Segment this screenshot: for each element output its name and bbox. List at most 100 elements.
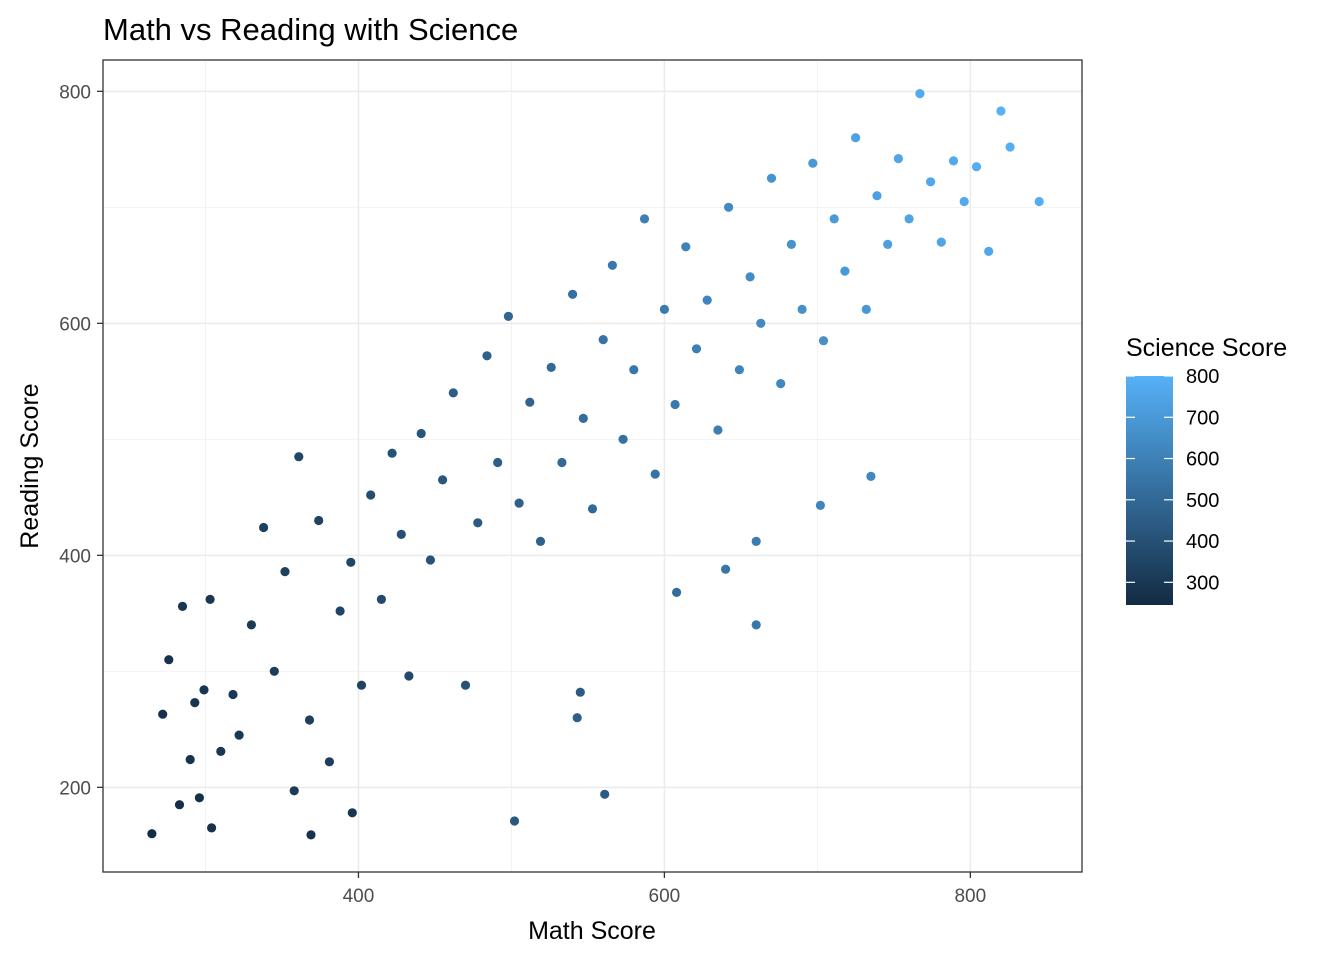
legend-ticks: 300 400 500 600 700 800 (1126, 366, 1219, 594)
point-53 (607, 260, 618, 270)
point-7 (600, 789, 610, 799)
legend: Science Score 300 400 500 600 700 800 (1126, 334, 1287, 605)
point-90 (1005, 142, 1015, 152)
point-73 (818, 336, 829, 346)
point-42 (493, 457, 503, 468)
point-52 (598, 335, 608, 345)
point-56 (639, 214, 650, 224)
point-37 (438, 475, 448, 485)
point-26 (324, 757, 334, 767)
point-81 (904, 214, 914, 224)
point-78 (872, 191, 882, 201)
point-79 (883, 239, 893, 249)
point-84 (936, 237, 946, 247)
point-21 (280, 567, 290, 577)
point-61 (691, 344, 702, 354)
point-12 (190, 698, 200, 708)
point-62 (702, 295, 712, 305)
point-66 (745, 272, 755, 282)
x-tick-label-1: 600 (649, 886, 681, 907)
point-33 (396, 529, 406, 540)
point-46 (535, 536, 546, 547)
point-98 (721, 564, 731, 574)
point-29 (356, 680, 367, 690)
point-69 (776, 379, 786, 389)
point-59 (670, 399, 680, 410)
legend-colorbar (1126, 376, 1173, 605)
point-17 (234, 730, 244, 740)
point-34 (404, 671, 414, 681)
point-70 (786, 239, 797, 249)
legend-label-5: 800 (1186, 366, 1219, 388)
point-50 (578, 413, 588, 423)
point-32 (387, 448, 397, 458)
point-18 (246, 620, 256, 630)
point-2 (194, 793, 204, 803)
plot-border (102, 59, 1083, 873)
x-tick-label-0: 400 (343, 886, 375, 907)
point-22 (289, 786, 299, 796)
point-67 (756, 318, 766, 328)
point-15 (216, 746, 226, 757)
point-64 (724, 202, 734, 212)
point-92 (815, 500, 826, 510)
legend-label-1: 400 (1186, 531, 1219, 553)
point-71 (797, 304, 807, 314)
point-58 (659, 304, 670, 314)
point-13 (199, 685, 209, 695)
grid-lines (103, 60, 1082, 872)
point-91 (1034, 196, 1044, 207)
point-6 (509, 816, 520, 826)
point-44 (514, 498, 524, 508)
point-36 (425, 555, 435, 565)
y-tick-label-1: 400 (59, 546, 91, 567)
point-85 (948, 156, 959, 166)
point-65 (734, 365, 745, 375)
y-tick-label-3: 800 (59, 82, 91, 103)
point-31 (376, 594, 386, 605)
point-0 (147, 829, 157, 839)
point-55 (629, 365, 639, 375)
point-28 (346, 557, 356, 567)
legend-label-3: 600 (1186, 449, 1219, 471)
legend-label-4: 700 (1186, 407, 1219, 429)
x-axis-title: Math Score (528, 917, 656, 945)
point-74 (829, 214, 839, 224)
axis-ticks: 400 600 800 200 400 600 800 (59, 82, 986, 907)
point-88 (984, 246, 994, 256)
point-99 (575, 687, 585, 697)
point-35 (416, 428, 426, 439)
point-89 (996, 106, 1006, 116)
point-30 (366, 490, 376, 500)
point-95 (672, 587, 682, 598)
point-19 (259, 522, 269, 533)
point-25 (314, 515, 324, 526)
point-63 (713, 425, 723, 435)
point-49 (568, 289, 578, 299)
point-68 (766, 173, 777, 183)
point-8 (158, 709, 168, 719)
point-9 (164, 655, 174, 665)
point-10 (177, 601, 188, 612)
point-47 (546, 362, 556, 372)
point-11 (185, 754, 195, 765)
y-tick-label-0: 200 (59, 778, 91, 799)
legend-label-2: 500 (1186, 490, 1219, 512)
point-93 (751, 620, 761, 630)
point-86 (959, 196, 969, 207)
point-20 (269, 666, 279, 676)
point-96 (751, 536, 761, 547)
point-76 (851, 133, 861, 143)
chart-title: Math vs Reading with Science (103, 12, 518, 47)
point-3 (207, 823, 217, 833)
point-97 (866, 471, 876, 481)
point-5 (347, 808, 357, 818)
point-75 (840, 266, 850, 276)
point-77 (861, 304, 871, 314)
point-41 (482, 351, 492, 361)
point-87 (971, 162, 982, 172)
point-38 (448, 388, 458, 398)
point-60 (681, 242, 691, 252)
point-54 (618, 434, 628, 444)
